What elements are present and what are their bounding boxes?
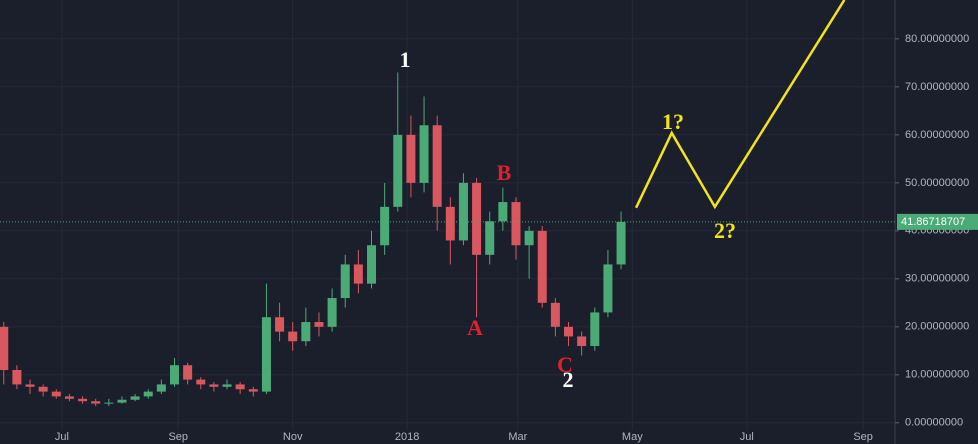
- candle-body: [380, 206, 390, 246]
- x-tick-label: Jul: [55, 431, 69, 443]
- candle-body: [472, 182, 482, 255]
- wave-label: 1?: [662, 109, 684, 134]
- projection-line: [634, 0, 846, 210]
- candle-body: [393, 134, 403, 207]
- x-tick-label: Mar: [508, 431, 527, 443]
- wave-label: 2: [563, 367, 574, 392]
- candle-body: [38, 386, 48, 392]
- x-tick-label: May: [622, 431, 643, 443]
- x-tick-label: 2018: [395, 431, 419, 443]
- candle-body: [616, 221, 626, 265]
- x-tick-label: Sep: [168, 431, 188, 443]
- candle-body: [485, 221, 495, 255]
- y-tick-label: 30.00000000: [905, 273, 969, 285]
- candle-body: [498, 202, 508, 222]
- candle-body: [209, 384, 219, 387]
- candle-body: [275, 317, 285, 332]
- wave-label: 1: [400, 47, 411, 72]
- candle-body: [143, 391, 153, 397]
- candle-body: [590, 312, 600, 347]
- candle-body: [511, 202, 521, 246]
- y-tick-label: 0.00000000: [905, 417, 963, 429]
- last-price-box: [897, 213, 978, 230]
- candle-body: [564, 326, 574, 337]
- x-tick-label: Nov: [283, 431, 303, 443]
- candle-body: [0, 326, 9, 371]
- candle-body: [288, 331, 298, 342]
- x-tick-label: Jul: [740, 431, 754, 443]
- wave-label: 2?: [714, 218, 736, 243]
- candle-body: [340, 264, 350, 299]
- candle-body: [25, 384, 35, 387]
- candle-body: [458, 182, 468, 241]
- y-tick-label: 60.00000000: [905, 129, 969, 141]
- candle-body: [327, 298, 337, 327]
- candle-body: [432, 125, 442, 207]
- y-tick-label: 80.00000000: [905, 33, 969, 45]
- candle-body: [314, 322, 324, 327]
- candle-body: [91, 401, 101, 404]
- candle-body: [156, 384, 166, 392]
- candle-body: [78, 398, 88, 402]
- candle-body: [130, 396, 140, 400]
- y-tick-label: 50.00000000: [905, 177, 969, 189]
- candle-body: [524, 230, 534, 246]
- candle-body: [64, 396, 74, 399]
- candle-body: [222, 384, 232, 387]
- y-tick-label: 10.00000000: [905, 369, 969, 381]
- candle-body: [537, 230, 547, 303]
- candle-body: [445, 206, 455, 241]
- candle-body: [248, 389, 258, 392]
- candle-body: [196, 379, 206, 385]
- x-tick-label: Sep: [853, 431, 873, 443]
- y-tick-label: 20.00000000: [905, 321, 969, 333]
- candle-body: [406, 134, 416, 183]
- candle-body: [419, 125, 429, 183]
- candle-body: [353, 264, 363, 284]
- last-price-label: 41.86718707: [901, 216, 965, 228]
- candle-body: [235, 384, 245, 390]
- candle-body: [169, 365, 179, 385]
- candle-body: [117, 399, 127, 403]
- candle-body: [577, 336, 587, 347]
- candle-body: [301, 322, 311, 342]
- candle-body: [12, 370, 22, 385]
- candle-body: [603, 264, 613, 313]
- plot-area: [0, 0, 895, 430]
- wave-label: B: [497, 160, 512, 185]
- candle-body: [261, 317, 271, 392]
- wave-label: C: [557, 352, 573, 377]
- wave-label: A: [467, 315, 483, 340]
- candle-body: [51, 391, 61, 397]
- candle-body: [550, 302, 560, 327]
- candle-body: [183, 365, 193, 380]
- candle-body: [104, 402, 114, 404]
- y-tick-label: 70.00000000: [905, 81, 969, 93]
- candle-body: [367, 245, 377, 284]
